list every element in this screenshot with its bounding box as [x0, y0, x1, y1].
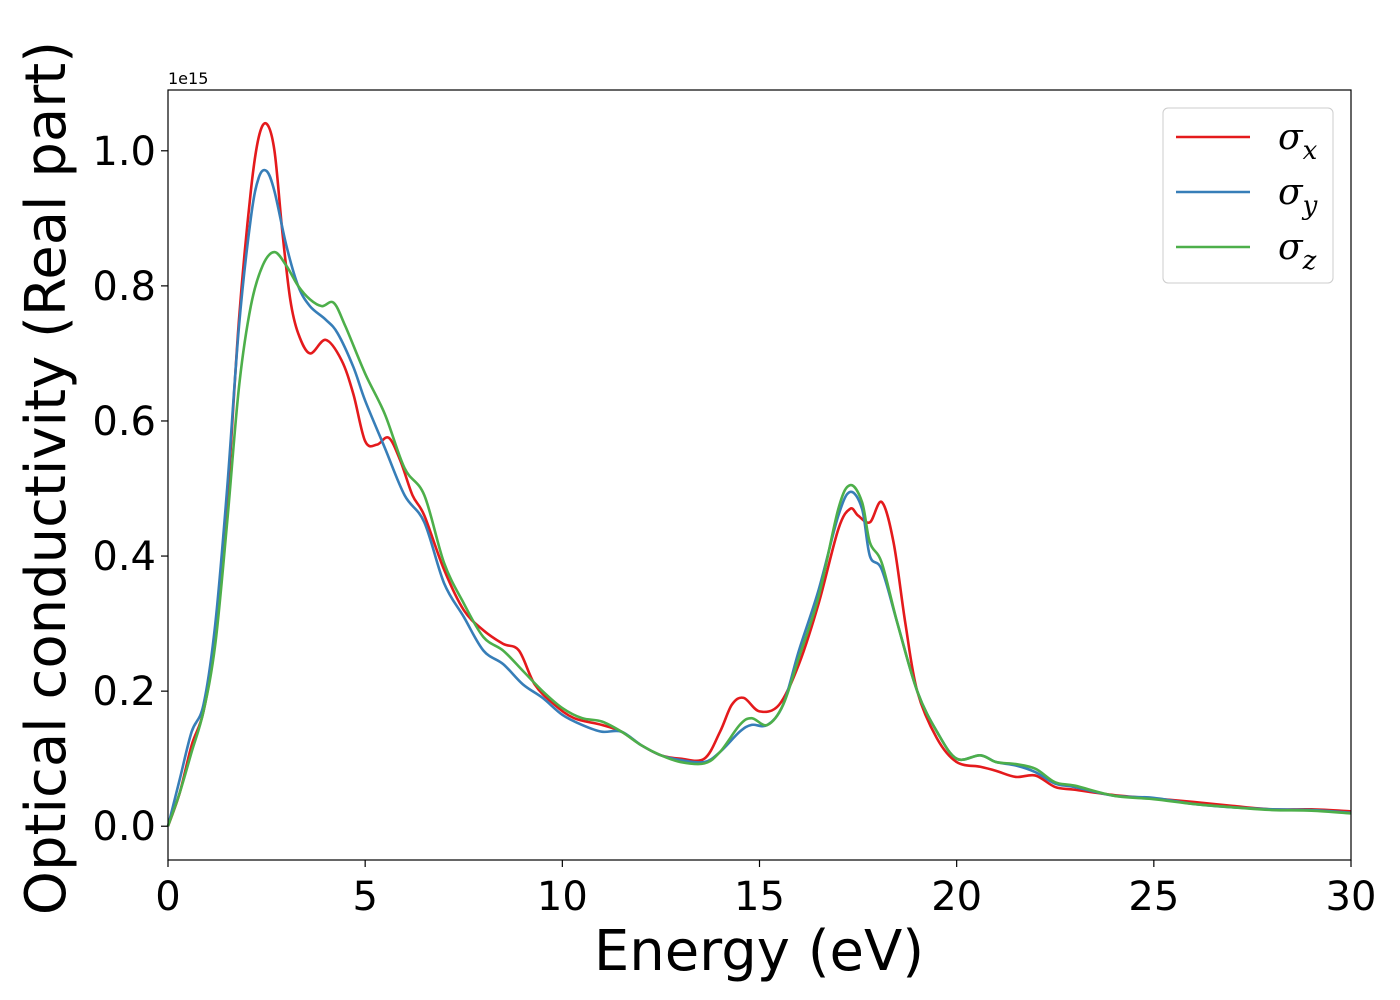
y-tick-label: 1.0 [92, 129, 156, 175]
y-axis-title: Optical conductivity (Real part) [14, 41, 79, 915]
legend-label-sub: z [1302, 246, 1317, 276]
plot-area [168, 90, 1351, 860]
x-tick-label: 5 [352, 874, 377, 920]
y-tick-label: 0.6 [92, 399, 156, 445]
y-tick-label: 0.4 [92, 534, 156, 580]
y-tick-label: 0.8 [92, 264, 156, 310]
legend-label-sub: x [1303, 136, 1318, 166]
legend-label-y: σy [1278, 172, 1318, 221]
x-axis-title: Energy (eV) [594, 919, 924, 984]
legend-label-x: σx [1278, 117, 1318, 166]
x-tick-label: 15 [734, 874, 785, 920]
y-tick-label: 0.2 [92, 669, 156, 715]
legend-box [1162, 107, 1334, 284]
x-tick-label: 30 [1326, 874, 1377, 920]
y-axis: 0.0 0.2 0.4 0.6 0.8 1.0 [92, 129, 168, 850]
legend-label-base: σ [1278, 117, 1304, 158]
x-tick-label: 25 [1128, 874, 1179, 920]
x-axis: 0 5 10 15 20 25 30 [155, 860, 1376, 920]
x-tick-label: 0 [155, 874, 180, 920]
legend-label-z: σz [1278, 227, 1317, 276]
legend-label-base: σ [1278, 227, 1304, 268]
series-layer [166, 121, 1352, 827]
legend-label-sub: y [1302, 191, 1318, 221]
x-tick-label: 20 [931, 874, 982, 920]
series-line-z [166, 250, 1352, 827]
x-tick-label: 10 [537, 874, 588, 920]
y-offset-label: 1e15 [168, 69, 208, 88]
legend-label-base: σ [1278, 172, 1304, 213]
y-tick-label: 0.0 [92, 804, 156, 850]
